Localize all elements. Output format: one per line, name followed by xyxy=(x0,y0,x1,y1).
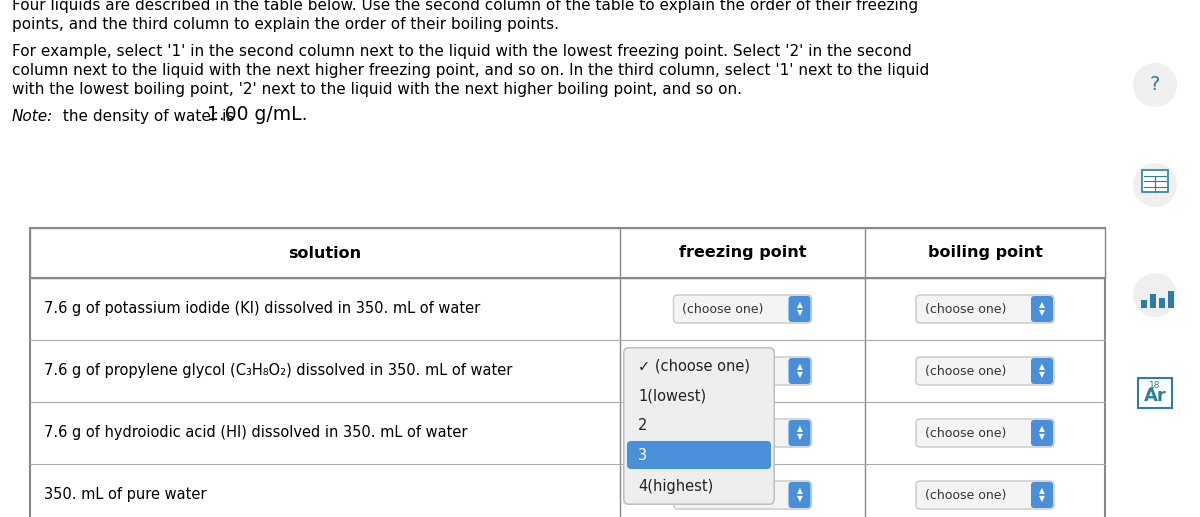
FancyBboxPatch shape xyxy=(916,481,1054,509)
FancyBboxPatch shape xyxy=(1031,420,1054,446)
Text: ▲: ▲ xyxy=(1039,424,1045,433)
Text: 350. mL of pure water: 350. mL of pure water xyxy=(44,488,206,503)
FancyBboxPatch shape xyxy=(673,357,811,385)
Text: ▼: ▼ xyxy=(797,494,803,504)
Bar xyxy=(30,228,1105,278)
Text: ▼: ▼ xyxy=(797,371,803,379)
FancyBboxPatch shape xyxy=(788,482,810,508)
FancyBboxPatch shape xyxy=(628,441,772,469)
Text: with the lowest boiling point, '2' next to the liquid with the next higher boili: with the lowest boiling point, '2' next … xyxy=(12,82,742,97)
FancyBboxPatch shape xyxy=(624,348,774,504)
Text: ▲: ▲ xyxy=(797,424,803,433)
Text: column next to the liquid with the next higher freezing point, and so on. In the: column next to the liquid with the next … xyxy=(12,63,929,78)
Text: (choose one): (choose one) xyxy=(683,489,764,501)
FancyBboxPatch shape xyxy=(1031,482,1054,508)
Text: 7.6 g of hydroiodic acid (HI) dissolved in 350. mL of water: 7.6 g of hydroiodic acid (HI) dissolved … xyxy=(44,425,468,440)
FancyBboxPatch shape xyxy=(788,420,810,446)
Text: For example, select '1' in the second column next to the liquid with the lowest : For example, select '1' in the second co… xyxy=(12,44,912,59)
FancyBboxPatch shape xyxy=(623,347,775,505)
FancyBboxPatch shape xyxy=(673,481,811,509)
Bar xyxy=(1150,294,1156,308)
Text: boiling point: boiling point xyxy=(928,246,1043,261)
FancyBboxPatch shape xyxy=(1031,358,1054,384)
Text: (choose one): (choose one) xyxy=(925,302,1007,315)
Text: (choose one): (choose one) xyxy=(683,364,764,377)
Circle shape xyxy=(1133,63,1177,107)
Text: Four liquids are described in the table below. Use the second column of the tabl: Four liquids are described in the table … xyxy=(12,0,918,13)
Text: points, and the third column to explain the order of their boiling points.: points, and the third column to explain … xyxy=(12,17,559,32)
Text: solution: solution xyxy=(288,246,361,261)
FancyBboxPatch shape xyxy=(788,358,810,384)
FancyBboxPatch shape xyxy=(916,419,1054,447)
Bar xyxy=(1142,170,1168,192)
Bar xyxy=(1168,291,1174,308)
Text: Ar: Ar xyxy=(1144,387,1166,405)
Text: ▲: ▲ xyxy=(797,362,803,372)
FancyBboxPatch shape xyxy=(916,295,1054,323)
Bar xyxy=(1138,378,1172,408)
Text: ▲: ▲ xyxy=(1039,300,1045,310)
Text: 7.6 g of potassium iodide (KI) dissolved in 350. mL of water: 7.6 g of potassium iodide (KI) dissolved… xyxy=(44,301,480,316)
Text: 3: 3 xyxy=(638,449,647,464)
Text: 7.6 g of propylene glycol (C₃H₈O₂) dissolved in 350. mL of water: 7.6 g of propylene glycol (C₃H₈O₂) disso… xyxy=(44,363,512,378)
Text: ▼: ▼ xyxy=(797,309,803,317)
Text: 4(highest): 4(highest) xyxy=(638,479,713,494)
Text: (choose one): (choose one) xyxy=(683,302,764,315)
Text: freezing point: freezing point xyxy=(679,246,806,261)
Text: ▼: ▼ xyxy=(1039,371,1045,379)
Text: 18: 18 xyxy=(1150,382,1160,390)
Text: ▼: ▼ xyxy=(797,433,803,442)
Text: ✓ (choose one): ✓ (choose one) xyxy=(638,358,750,373)
Text: ▲: ▲ xyxy=(797,486,803,495)
Bar xyxy=(1158,298,1164,308)
FancyBboxPatch shape xyxy=(1031,296,1054,322)
Text: Note:: Note: xyxy=(12,109,53,124)
FancyBboxPatch shape xyxy=(673,295,811,323)
Bar xyxy=(30,228,1105,517)
Text: 1(lowest): 1(lowest) xyxy=(638,388,706,403)
Circle shape xyxy=(1133,273,1177,317)
Text: ▼: ▼ xyxy=(1039,494,1045,504)
Text: (choose one): (choose one) xyxy=(683,427,764,439)
Text: the density of water is: the density of water is xyxy=(58,109,239,124)
Text: (choose one): (choose one) xyxy=(925,489,1007,501)
Text: 1.00 g/mL.: 1.00 g/mL. xyxy=(208,105,307,124)
Text: (choose one): (choose one) xyxy=(925,427,1007,439)
Circle shape xyxy=(1133,163,1177,207)
FancyBboxPatch shape xyxy=(916,357,1054,385)
Text: ▼: ▼ xyxy=(1039,309,1045,317)
Text: ▲: ▲ xyxy=(1039,486,1045,495)
Text: ▲: ▲ xyxy=(797,300,803,310)
Text: 2: 2 xyxy=(638,418,647,433)
Bar xyxy=(1140,300,1146,308)
Text: ▼: ▼ xyxy=(1039,433,1045,442)
FancyBboxPatch shape xyxy=(673,419,811,447)
Text: ?: ? xyxy=(1150,75,1160,95)
Text: ▲: ▲ xyxy=(1039,362,1045,372)
FancyBboxPatch shape xyxy=(788,296,810,322)
Text: (choose one): (choose one) xyxy=(925,364,1007,377)
